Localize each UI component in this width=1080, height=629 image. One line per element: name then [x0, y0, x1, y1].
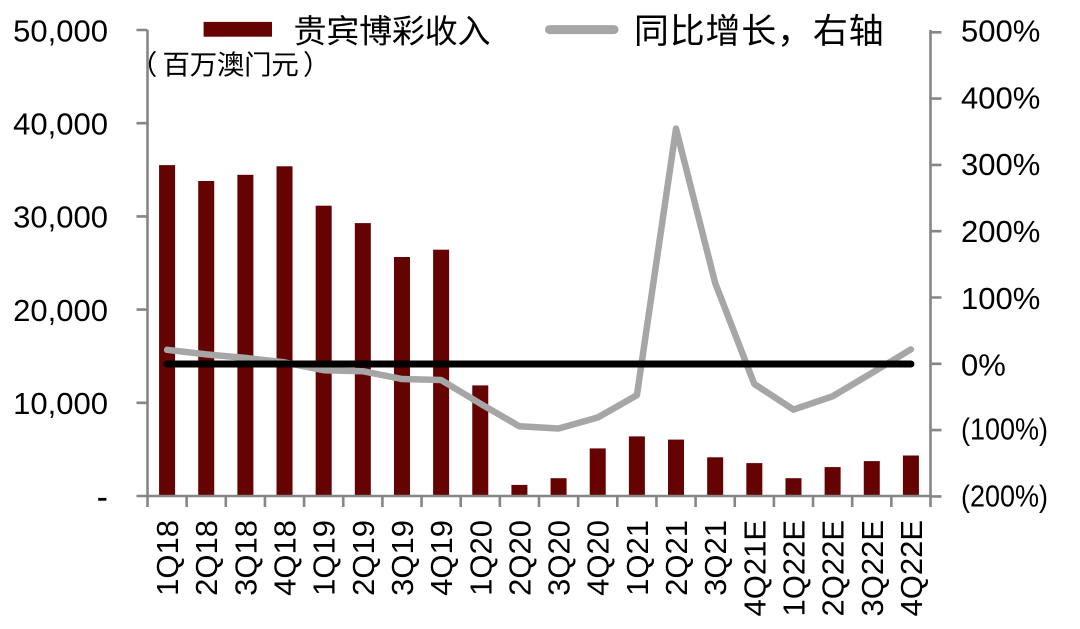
svg-text:40,000: 40,000	[13, 107, 108, 142]
svg-text:1Q19: 1Q19	[307, 520, 342, 596]
svg-text:1Q18: 1Q18	[150, 520, 185, 596]
svg-text:3Q21: 3Q21	[698, 520, 733, 596]
svg-text:2Q18: 2Q18	[189, 520, 224, 596]
svg-text:(100%): (100%)	[961, 412, 1048, 447]
svg-text:4Q19: 4Q19	[424, 520, 459, 596]
svg-text:4Q20: 4Q20	[581, 520, 616, 596]
svg-text:200%: 200%	[961, 214, 1040, 249]
svg-text:3Q18: 3Q18	[228, 520, 263, 596]
svg-text:2Q21: 2Q21	[659, 520, 694, 596]
svg-text:30,000: 30,000	[13, 200, 108, 235]
svg-text:4Q21E: 4Q21E	[737, 520, 772, 617]
svg-text:10,000: 10,000	[13, 386, 108, 421]
svg-text:3Q22E: 3Q22E	[855, 520, 890, 617]
svg-text:3Q19: 3Q19	[385, 520, 420, 596]
svg-text:(200%): (200%)	[961, 478, 1048, 513]
svg-text:100%: 100%	[961, 281, 1040, 316]
svg-text:4Q18: 4Q18	[268, 520, 303, 596]
svg-text:1Q20: 1Q20	[463, 520, 498, 596]
svg-text:1Q21: 1Q21	[620, 520, 655, 596]
svg-text:4Q22E: 4Q22E	[894, 520, 929, 617]
svg-text:0%: 0%	[961, 348, 1006, 383]
svg-text:400%: 400%	[961, 80, 1040, 115]
svg-text:1Q22E: 1Q22E	[777, 520, 812, 617]
svg-text:20,000: 20,000	[13, 293, 108, 328]
svg-text:2Q19: 2Q19	[346, 520, 381, 596]
svg-text:300%: 300%	[961, 147, 1040, 182]
svg-text:500%: 500%	[961, 13, 1040, 48]
svg-text:2Q22E: 2Q22E	[816, 520, 851, 617]
svg-text:2Q20: 2Q20	[502, 520, 537, 596]
svg-text:50,000: 50,000	[13, 13, 108, 48]
svg-text:3Q20: 3Q20	[542, 520, 577, 596]
